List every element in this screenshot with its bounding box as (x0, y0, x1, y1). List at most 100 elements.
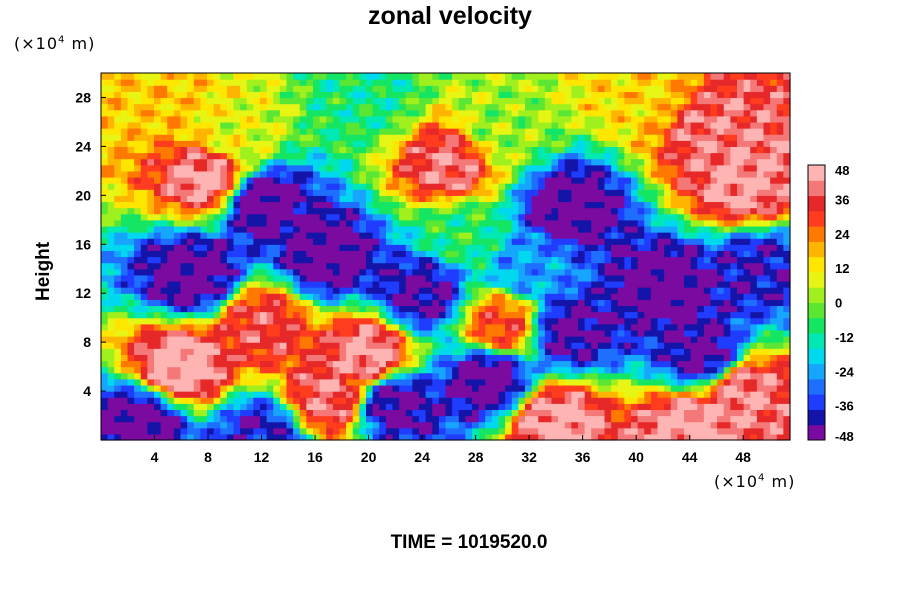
heatmap-cell (319, 280, 327, 288)
heatmap-cell (452, 360, 460, 368)
heatmap-cell (385, 176, 394, 184)
heatmap-cell (617, 158, 625, 166)
heatmap-cell (538, 391, 546, 398)
heatmap-cell (597, 146, 606, 154)
heatmap-cell (578, 91, 586, 99)
heatmap-cell (220, 134, 228, 141)
heatmap-cell (187, 274, 195, 282)
heatmap-cell (366, 176, 374, 184)
heatmap-cell (385, 207, 394, 215)
heatmap-cell (246, 323, 254, 331)
heatmap-cell (306, 299, 314, 307)
heatmap-cell (213, 79, 221, 86)
heatmap-cell (107, 287, 115, 294)
heatmap-cell (332, 342, 341, 349)
heatmap-cell (306, 342, 314, 349)
heatmap-cell (597, 170, 606, 178)
heatmap-cell (293, 384, 301, 392)
heatmap-cell (240, 128, 248, 135)
heatmap-cell (624, 427, 632, 435)
heatmap-cell (637, 293, 645, 300)
heatmap-cell (140, 293, 148, 300)
heatmap-cell (399, 421, 407, 429)
heatmap-cell (359, 421, 367, 429)
heatmap-cell (578, 427, 586, 435)
heatmap-cell (650, 421, 659, 429)
heatmap-cell (379, 134, 387, 141)
heatmap-cell (584, 85, 592, 92)
heatmap-cell (591, 287, 599, 294)
heatmap-cell (584, 384, 592, 392)
heatmap-cell (525, 183, 533, 190)
heatmap-cell (485, 195, 493, 203)
heatmap-cell (332, 384, 341, 392)
heatmap-cell (253, 421, 261, 429)
heatmap-cell (644, 85, 652, 92)
heatmap-cell (644, 329, 652, 337)
heatmap-cell (392, 79, 400, 86)
heatmap-cell (279, 219, 288, 227)
heatmap-cell (140, 79, 148, 86)
heatmap-cell (240, 268, 248, 276)
heatmap-cell (472, 323, 480, 331)
heatmap-cell (611, 176, 619, 184)
heatmap-cell (260, 232, 268, 239)
heatmap-cell (412, 397, 420, 404)
heatmap-cell (326, 213, 334, 221)
heatmap-cell (366, 366, 374, 374)
heatmap-cell (167, 427, 175, 435)
heatmap-cell (445, 176, 453, 184)
heatmap-cell (558, 176, 566, 184)
heatmap-cell (458, 79, 466, 86)
heatmap-cell (352, 348, 360, 355)
heatmap-cell (120, 415, 129, 423)
heatmap-cell (584, 342, 592, 349)
heatmap-cell (379, 415, 387, 423)
heatmap-cell (564, 397, 572, 404)
heatmap-cell (372, 433, 380, 441)
heatmap-cell (273, 433, 281, 441)
heatmap-cell (306, 121, 314, 129)
heatmap-cell (101, 280, 109, 288)
heatmap-cell (498, 170, 506, 178)
heatmap-cell (472, 287, 480, 294)
heatmap-cell (405, 176, 413, 184)
heatmap-cell (518, 342, 526, 349)
heatmap-cell (319, 121, 327, 129)
heatmap-cell (578, 354, 586, 362)
heatmap-cell (346, 85, 354, 92)
heatmap-cell (167, 158, 175, 166)
heatmap-cell (240, 274, 248, 282)
heatmap-cell (505, 268, 513, 276)
heatmap-cell (624, 268, 632, 276)
heatmap-cell (213, 250, 221, 258)
heatmap-cell (597, 366, 606, 374)
heatmap-cell (472, 378, 480, 386)
heatmap-cell (438, 366, 447, 374)
heatmap-cell (544, 121, 553, 129)
heatmap-cell (458, 305, 466, 313)
heatmap-cell (611, 280, 619, 288)
heatmap-cell (101, 354, 109, 362)
heatmap-cell (326, 250, 334, 258)
heatmap-cell (293, 91, 301, 99)
heatmap-cell (279, 201, 288, 209)
heatmap-cell (432, 262, 440, 270)
heatmap-cell (154, 164, 162, 172)
heatmap-cell (505, 103, 513, 111)
heatmap-cell (511, 391, 519, 398)
heatmap-cell (379, 329, 387, 337)
heatmap-cell (107, 348, 115, 355)
heatmap-cell (518, 427, 526, 435)
heatmap-cell (167, 329, 175, 337)
heatmap-cell (200, 421, 208, 429)
heatmap-cell (279, 354, 288, 362)
heatmap-cell (260, 311, 268, 319)
heatmap-cell (538, 158, 546, 166)
heatmap-cell (352, 403, 360, 411)
heatmap-cell (472, 146, 480, 154)
heatmap-cell (286, 354, 294, 362)
heatmap-cell (180, 85, 188, 92)
heatmap-cell (432, 219, 440, 227)
heatmap-cell (366, 73, 374, 80)
